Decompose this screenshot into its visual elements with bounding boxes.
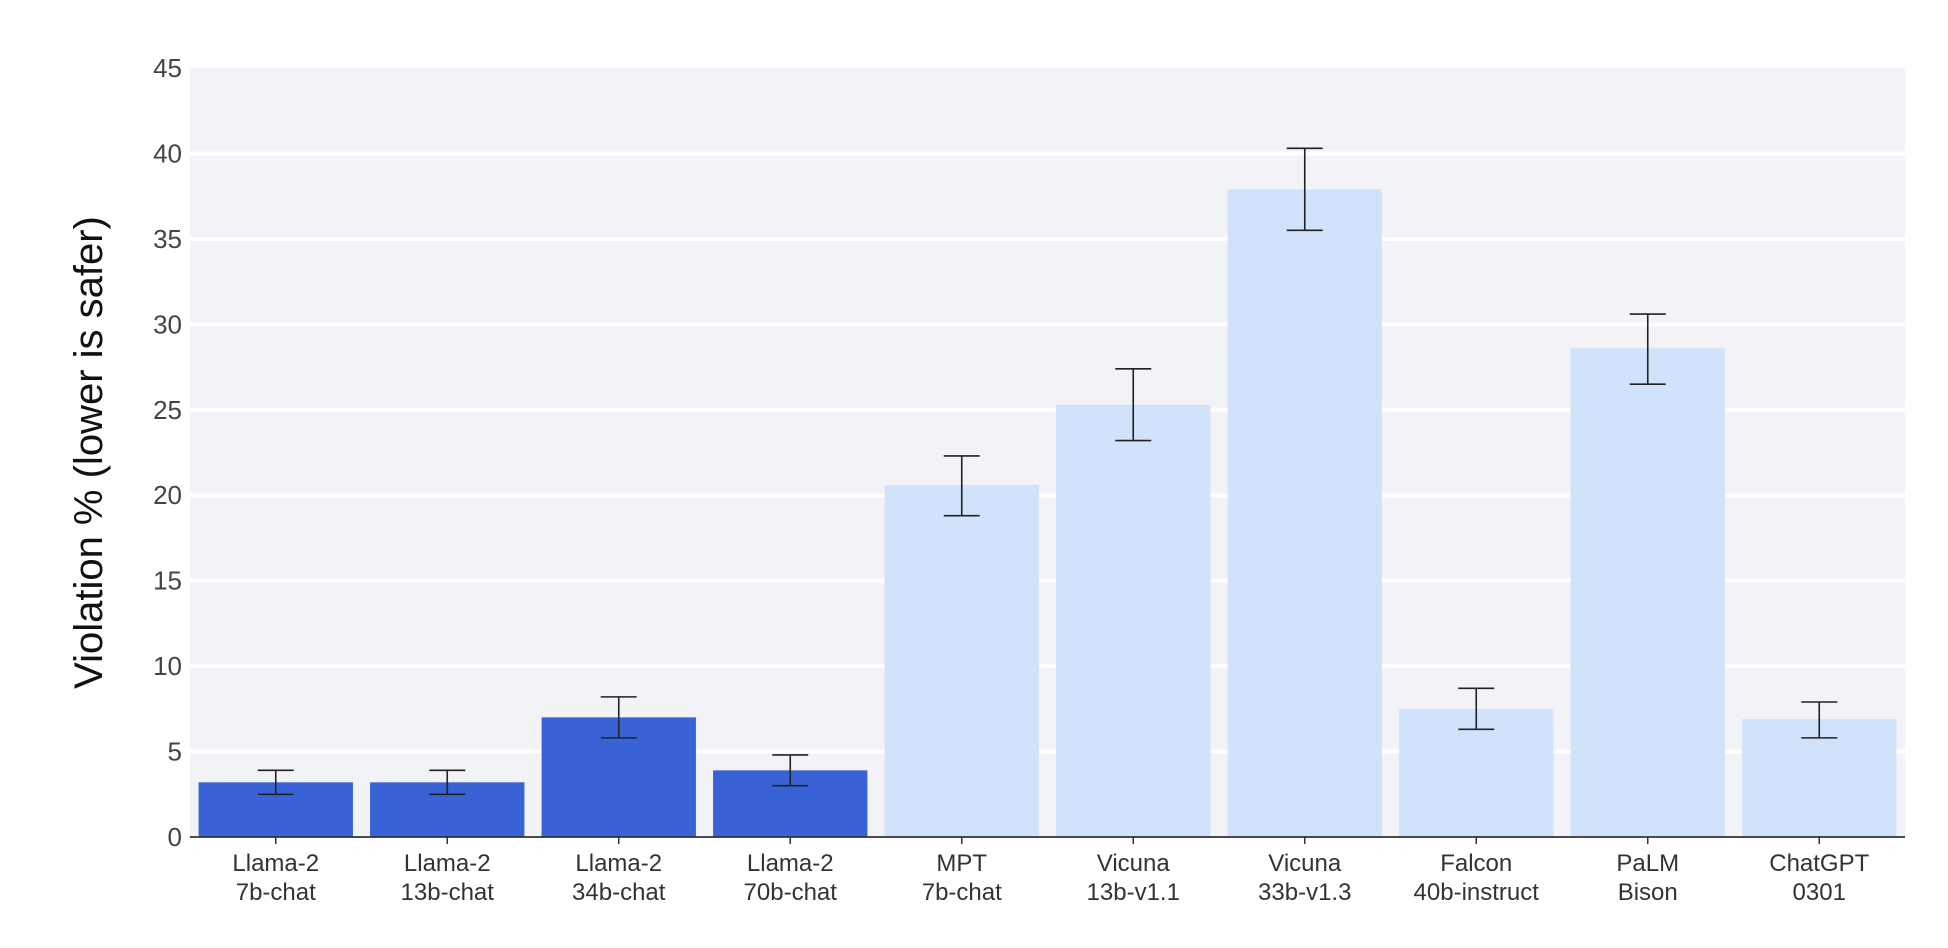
- x-tick-label-3-line-1: 70b-chat: [744, 879, 838, 906]
- x-tick-label-3: Llama-2 70b-chat: [744, 850, 838, 906]
- x-tick-label-8: PaLM Bison: [1616, 850, 1679, 906]
- y-tick-label-30: 30: [153, 309, 182, 339]
- y-tick-label-35: 35: [153, 224, 182, 254]
- x-tick-label-2-line-0: Llama-2: [575, 850, 662, 877]
- bar-6: [1227, 189, 1382, 837]
- x-tick-label-4-line-0: MPT: [936, 850, 987, 877]
- x-tick-label-1-line-0: Llama-2: [404, 850, 491, 877]
- error-bar-1: [429, 769, 466, 796]
- x-tick-label-4-line-1: 7b-chat: [922, 879, 1002, 906]
- x-tick-label-2-line-1: 34b-chat: [572, 879, 666, 906]
- x-tick-label-6: Vicuna 33b-v1.3: [1258, 850, 1351, 906]
- x-tick-label-2: Llama-2 34b-chat: [572, 850, 666, 906]
- x-tick-label-5-line-0: Vicuna: [1097, 850, 1171, 877]
- x-tick-label-5: Vicuna 13b-v1.1: [1087, 850, 1180, 906]
- bar-5: [1056, 404, 1211, 837]
- x-tick-label-4: MPT 7b-chat: [922, 850, 1002, 906]
- error-bar-4: [943, 455, 980, 517]
- error-bar-5: [1115, 367, 1152, 442]
- y-tick-label-45: 45: [153, 53, 182, 83]
- x-tick-label-8-line-0: PaLM: [1616, 850, 1679, 877]
- bars: [198, 189, 1897, 837]
- x-tick-label-6-line-1: 33b-v1.3: [1258, 879, 1351, 906]
- y-tick-label-40: 40: [153, 138, 182, 168]
- error-bar-6: [1286, 147, 1323, 232]
- error-bar-8: [1629, 313, 1666, 385]
- x-tick-label-9: ChatGPT 0301: [1769, 850, 1869, 906]
- x-tick-label-9-line-0: ChatGPT: [1769, 850, 1869, 877]
- error-bar-0: [257, 769, 294, 796]
- y-tick-label-0: 0: [168, 822, 182, 852]
- x-tick-label-8-line-1: Bison: [1618, 879, 1678, 906]
- x-tick-label-9-line-1: 0301: [1793, 879, 1846, 906]
- x-tick-label-6-line-0: Vicuna: [1268, 850, 1342, 877]
- error-bar-3: [772, 754, 809, 787]
- y-tick-label-15: 15: [153, 566, 182, 596]
- bar-7: [1399, 708, 1554, 837]
- x-tick-label-7: Falcon 40b-instruct: [1414, 850, 1540, 906]
- bar-8: [1570, 348, 1725, 837]
- error-bar-7: [1458, 687, 1495, 731]
- y-tick-label-25: 25: [153, 395, 182, 425]
- y-tick-labels: 0 5 10 15 20 25 30 35 40 45: [153, 53, 182, 852]
- x-tick-label-0-line-1: 7b-chat: [236, 879, 316, 906]
- x-tick-label-0: Llama-2 7b-chat: [232, 850, 319, 906]
- bar-9: [1742, 719, 1897, 837]
- y-tick-label-20: 20: [153, 480, 182, 510]
- x-tick-label-5-line-1: 13b-v1.1: [1087, 879, 1180, 906]
- y-tick-label-10: 10: [153, 651, 182, 681]
- x-tick-label-1: Llama-2 13b-chat: [401, 850, 495, 906]
- y-tick-label-5: 5: [168, 737, 182, 767]
- x-tick-label-7-line-1: 40b-instruct: [1414, 879, 1540, 906]
- x-tick-label-7-line-0: Falcon: [1440, 850, 1512, 877]
- x-tick-label-1-line-1: 13b-chat: [401, 879, 495, 906]
- bar-4: [884, 484, 1039, 837]
- x-tick-label-0-line-0: Llama-2: [232, 850, 319, 877]
- x-tick-label-3-line-0: Llama-2: [747, 850, 834, 877]
- error-bar-9: [1801, 701, 1838, 739]
- error-bar-2: [600, 696, 637, 739]
- error-bars: [257, 147, 1838, 796]
- y-axis-title: Violation % (lower is safer): [67, 216, 111, 689]
- grid-lines: [190, 151, 1905, 754]
